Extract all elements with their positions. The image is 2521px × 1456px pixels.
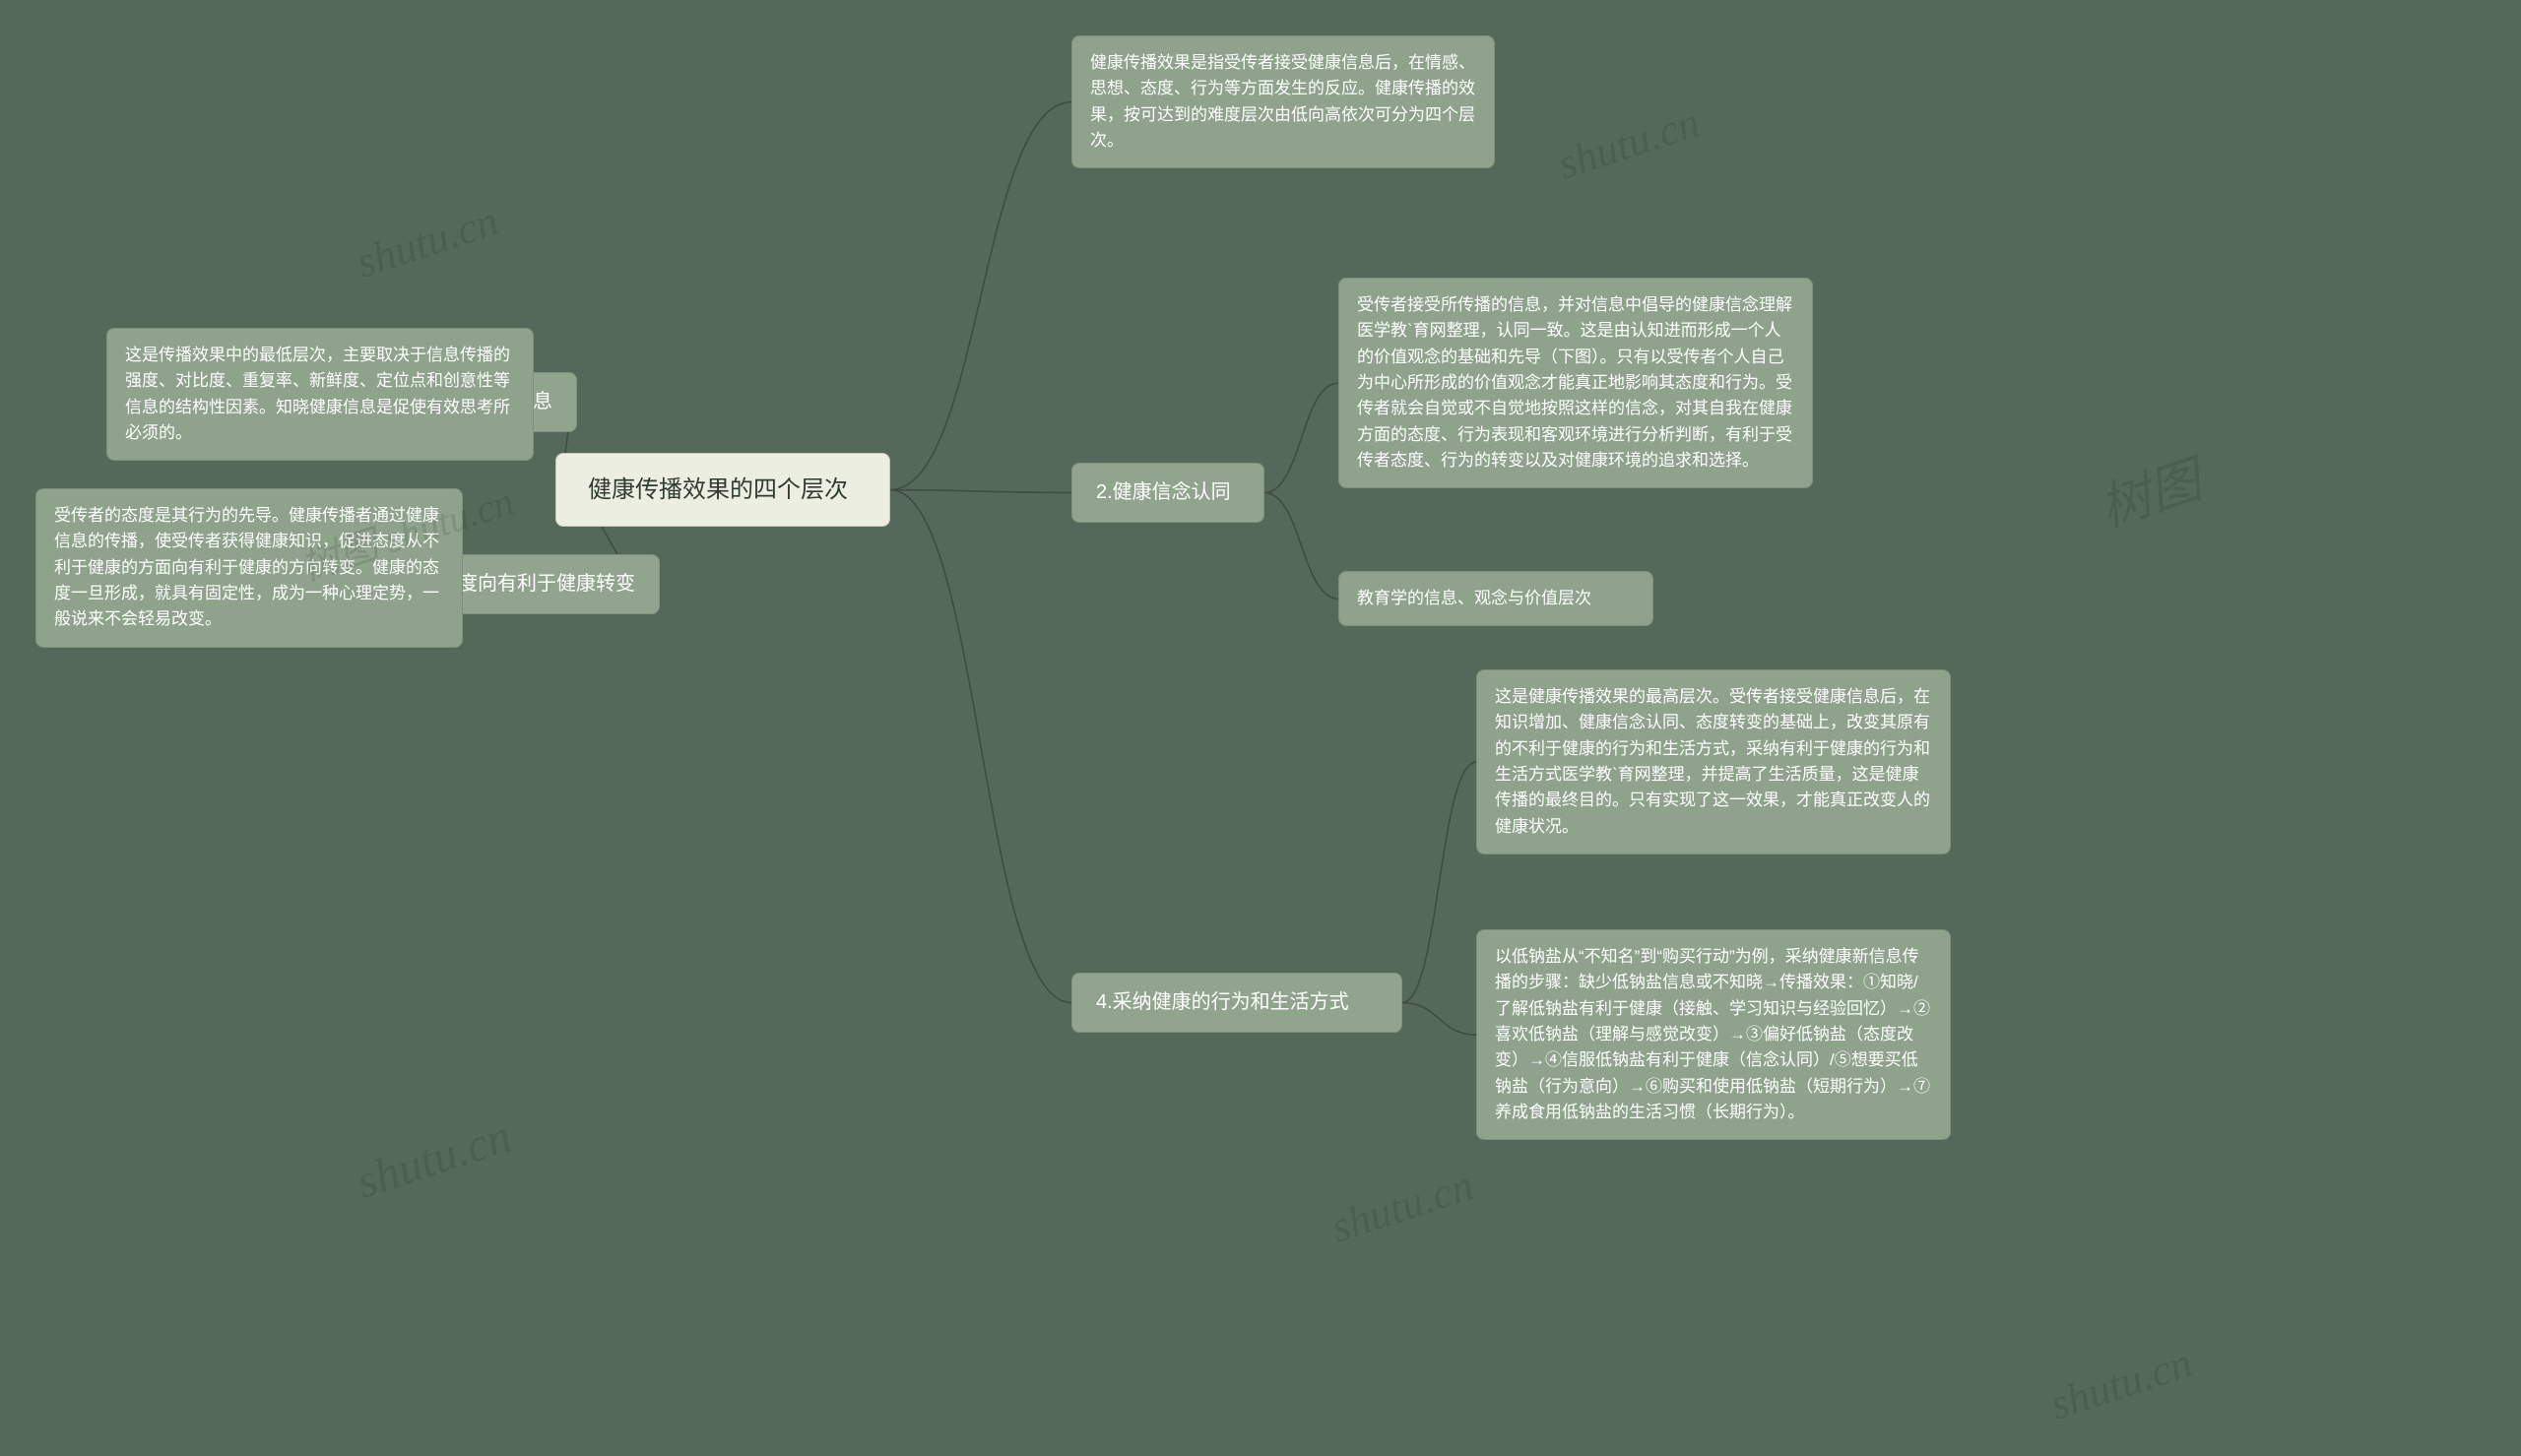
node-r4: 4.采纳健康的行为和生活方式 [1071,973,1402,1033]
watermark: shutu.cn [1552,96,1706,189]
node-root: 健康传播效果的四个层次 [555,453,890,527]
watermark: shutu.cn [351,195,504,287]
watermark: shutu.cn [2044,1337,2198,1429]
node-l3a: 受传者的态度是其行为的先导。健康传播者通过健康信息的传播，使受传者获得健康知识，… [35,488,463,648]
node-r4b: 以低钠盐从“不知名”到“购买行动”为例，采纳健康新信息传播的步骤：缺少低钠盐信息… [1476,929,1951,1140]
node-r2b: 教育学的信息、观念与价值层次 [1338,571,1653,626]
node-r2a: 受传者接受所传播的信息，并对信息中倡导的健康信念理解医学教`育网整理，认同一致。… [1338,278,1813,488]
node-r2: 2.健康信念认同 [1071,463,1264,523]
connectors [0,0,2521,1456]
watermark: 树图 [2089,439,2209,540]
node-l1a: 这是传播效果中的最低层次，主要取决于信息传播的强度、对比度、重复率、新鲜度、定位… [106,328,534,461]
watermark: shutu.cn [1325,1160,1479,1252]
mindmap-canvas: 健康传播效果的四个层次1.知晓健康信息这是传播效果中的最低层次，主要取决于信息传… [0,0,2521,1456]
node-r4a: 这是健康传播效果的最高层次。受传者接受健康信息后，在知识增加、健康信念认同、态度… [1476,669,1951,855]
node-intro: 健康传播效果是指受传者接受健康信息后，在情感、思想、态度、行为等方面发生的反应。… [1071,35,1495,168]
watermark: shutu.cn [350,1108,517,1209]
